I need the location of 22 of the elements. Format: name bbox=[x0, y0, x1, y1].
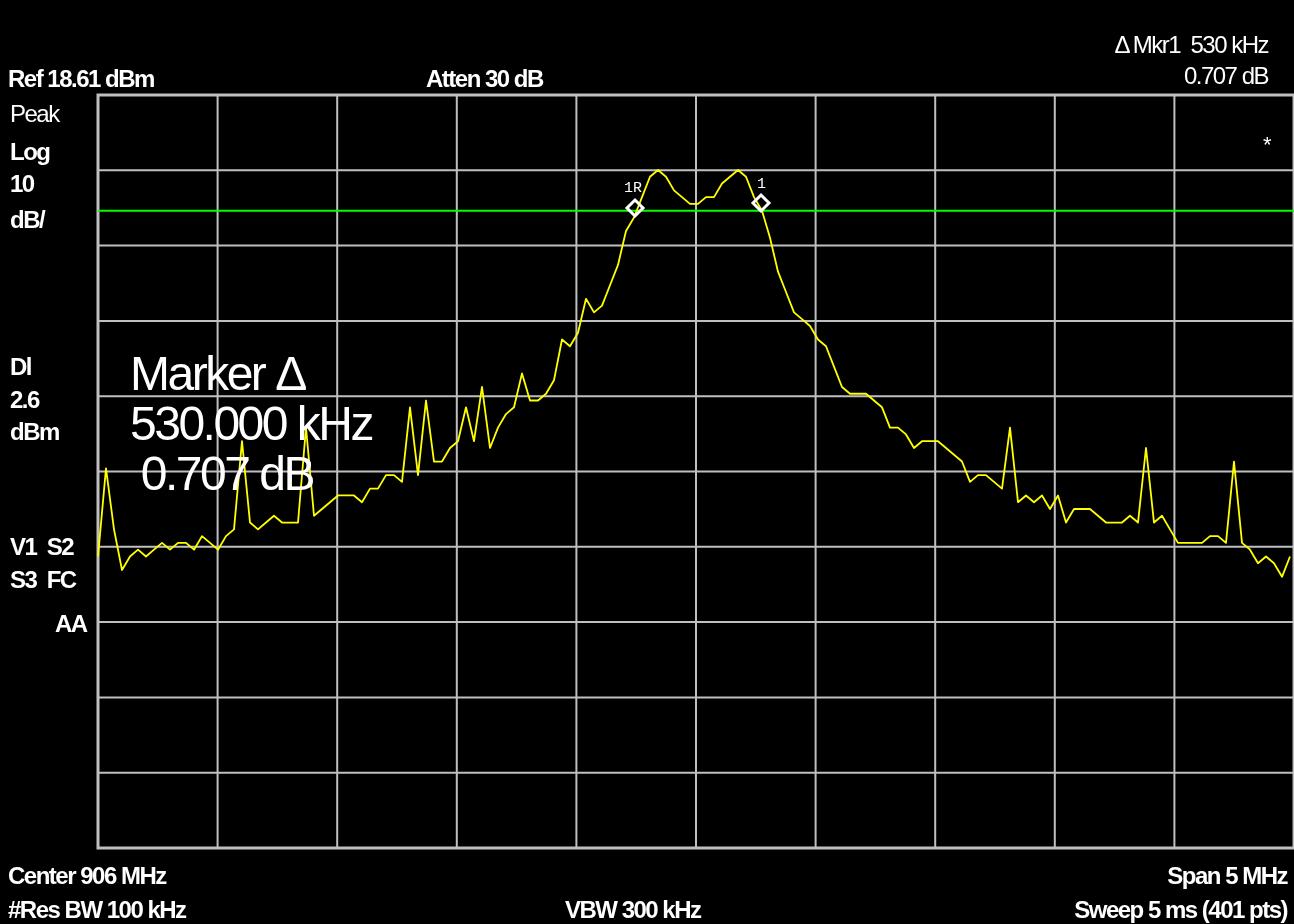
text: Ref 18.61 dBm bbox=[8, 65, 155, 92]
text: Center 906 MHz bbox=[8, 862, 168, 889]
text: Span 5 MHz bbox=[1167, 862, 1289, 889]
text: AA bbox=[55, 610, 88, 637]
text: #Res BW 100 kHz bbox=[8, 896, 188, 923]
text: Δ Mkr1 530 kHz bbox=[1114, 31, 1269, 58]
text: Dl bbox=[10, 353, 31, 380]
text: V1 S2 bbox=[10, 533, 75, 560]
text: Atten 30 dB bbox=[426, 65, 545, 92]
text: S3 FC bbox=[10, 566, 77, 593]
text: Peak bbox=[10, 100, 62, 127]
text: dB/ bbox=[10, 206, 46, 233]
text: dBm bbox=[10, 418, 59, 445]
text: * bbox=[1262, 132, 1272, 157]
text: Log bbox=[10, 138, 51, 165]
annotation: 1R bbox=[624, 180, 643, 197]
text: 10 bbox=[10, 170, 35, 197]
text: Sweep 5 ms (401 pts) bbox=[1074, 896, 1288, 923]
text: 0.707 dB bbox=[1183, 62, 1269, 89]
text: VBW 300 kHz bbox=[565, 896, 703, 923]
text: 2.6 bbox=[10, 386, 41, 413]
annotation: 1 bbox=[757, 176, 767, 193]
